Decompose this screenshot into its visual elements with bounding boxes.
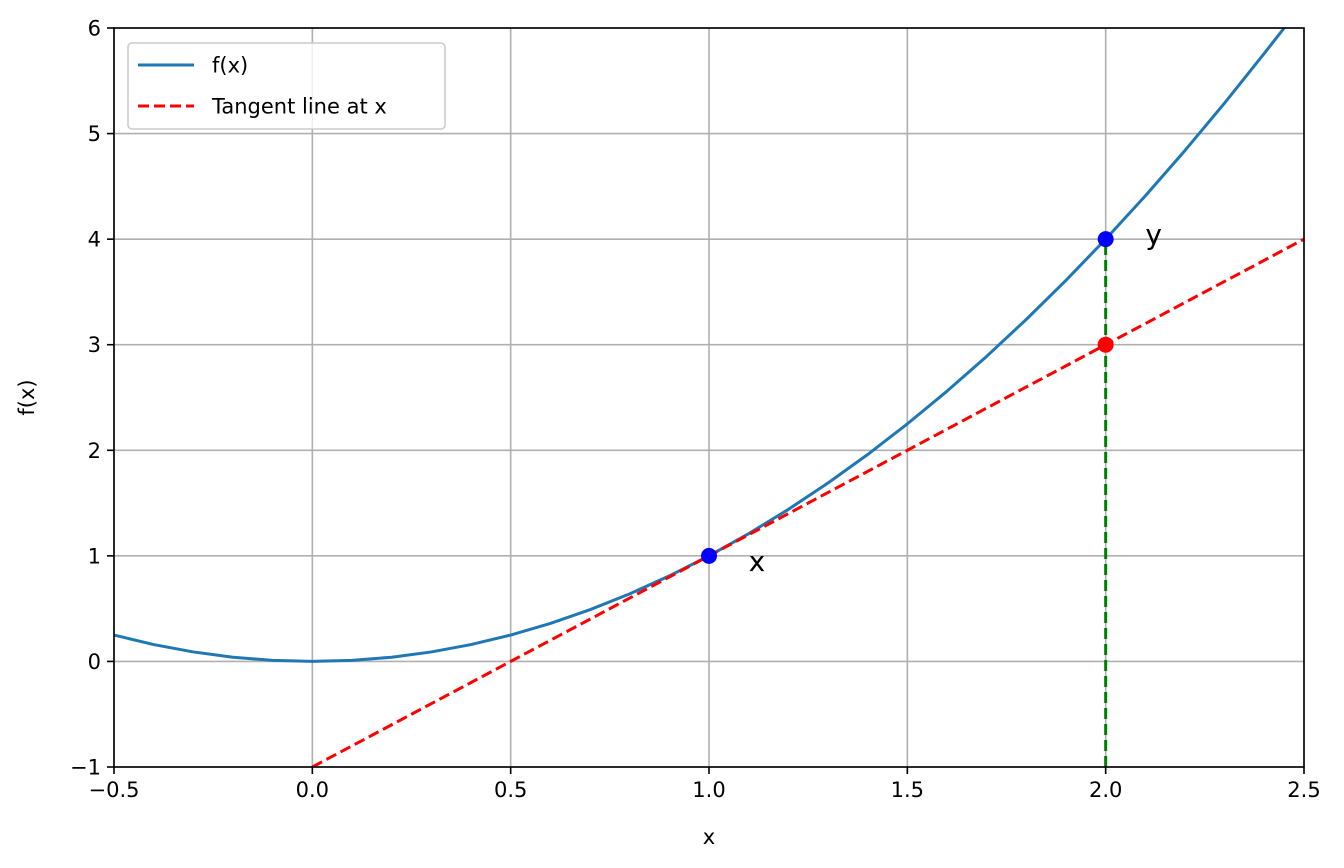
x-tick-label: 2.5 [1287, 778, 1320, 802]
data-point-3 [1097, 336, 1114, 353]
y-tick-label: 6 [88, 17, 101, 41]
legend-box [127, 42, 446, 130]
annotations: xy [749, 218, 1162, 578]
annotation-label-x: x [749, 545, 766, 578]
legend-entry-label: f(x) [212, 54, 248, 78]
x-tick-label: 1.0 [692, 778, 725, 802]
legend: f(x) Tangent line at x [127, 42, 446, 130]
points-layer [701, 231, 1114, 564]
annotation-label-y: y [1145, 218, 1162, 251]
tangent-line [311, 237, 1304, 767]
y-tick-label: 1 [88, 544, 101, 568]
axis-ticks: −0.5 0.0 0.5 1.0 1.5 2.0 2.5 −1 0 1 2 3 4 5 6 [70, 17, 1321, 803]
x-axis-label: x [703, 825, 715, 849]
data-point-1 [701, 547, 717, 564]
y-tick-label: 0 [88, 650, 101, 674]
y-tick-label: −1 [70, 756, 101, 780]
x-tick-label: 0.5 [494, 778, 527, 802]
y-axis-label: f(x) [15, 379, 39, 415]
x-tick-label: 1.5 [891, 778, 924, 802]
y-tick-label: 4 [88, 228, 101, 252]
x-tick-label: 0.0 [296, 778, 329, 802]
x-tick-label: 2.0 [1089, 778, 1122, 802]
y-tick-label: 3 [88, 333, 101, 357]
x-tick-label: −0.5 [89, 778, 140, 802]
legend-entry-label: Tangent line at x [211, 95, 387, 119]
y-tick-label: 5 [88, 122, 101, 146]
data-point-2 [1097, 231, 1114, 248]
y-tick-label: 2 [88, 439, 101, 463]
